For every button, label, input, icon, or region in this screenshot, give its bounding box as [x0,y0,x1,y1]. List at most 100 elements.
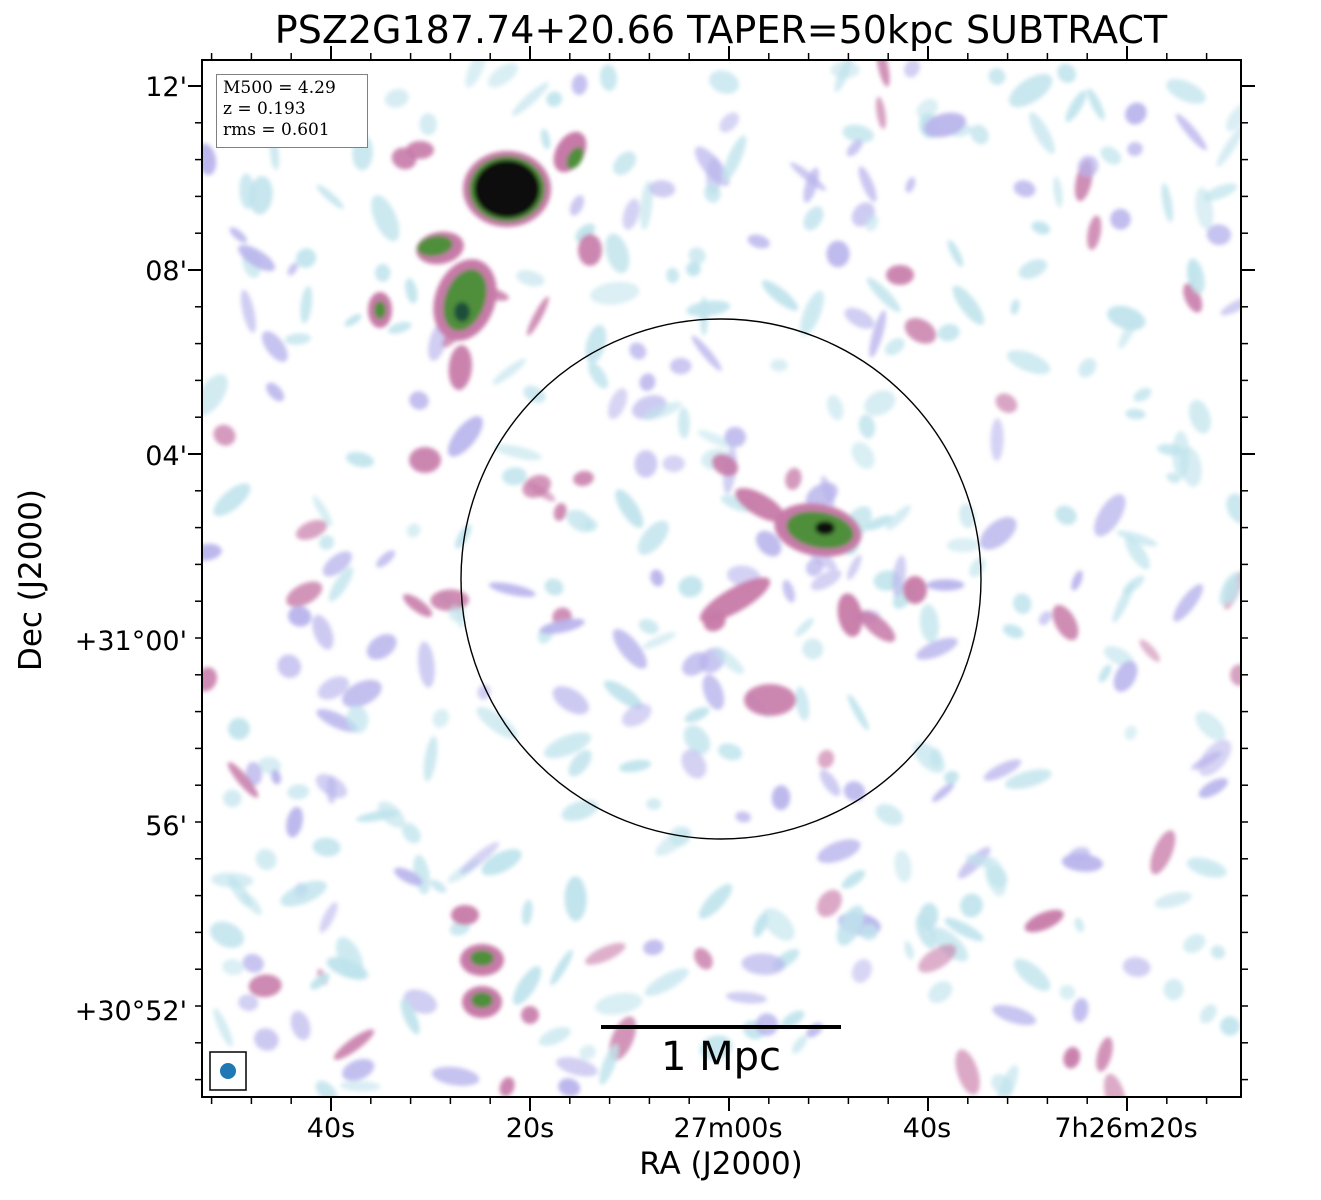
noise-blob [335,936,364,978]
noise-blob [851,958,872,983]
noise-blob [694,146,730,187]
noise-blob [544,578,564,596]
noise-blob [400,999,420,1035]
noise-blob [280,880,327,907]
noise-blob [1187,258,1205,294]
noise-blob [1094,494,1126,537]
noise-blob [430,879,447,893]
noise-blob [753,912,768,937]
noise-blob [523,385,546,403]
noise-blob [213,483,251,517]
noise-blob [770,359,788,372]
noise-blob [571,74,588,96]
noise-blob [869,310,887,358]
noise-blob [228,717,250,740]
noise-blob [747,234,770,249]
noise-blob [669,357,692,375]
y-tick-label: 04' [145,441,187,472]
noise-blob [595,992,643,1015]
noise-blob [502,467,527,486]
noise-blob [319,902,338,933]
noise-blob [1096,1037,1113,1072]
noise-blob [342,679,382,708]
noise-blob [771,785,791,811]
noise-blob [884,338,905,356]
noise-blob [492,358,527,385]
noise-blob [725,991,768,1004]
noise-blob [550,949,573,986]
noise-blob [538,1026,571,1046]
noise-blob [937,323,960,342]
noise-blob [932,782,955,802]
noise-blob [826,394,844,421]
noise-blob [553,503,567,521]
noise-blob [1198,778,1228,798]
noise-blob [375,263,391,282]
noise-blob [271,769,282,785]
noise-blob [333,1029,375,1060]
noise-blob [984,856,1007,897]
noise-blob [1166,79,1206,104]
noise-blob [527,482,556,502]
noise-blob [1024,909,1064,933]
noise-blob [481,849,522,876]
noise-blob [295,519,328,540]
noise-blob [923,112,967,138]
info-redshift: z = 0.193 [223,99,306,119]
noise-blob [802,638,824,660]
noise-blob [344,313,362,327]
noise-blob [255,848,277,871]
noise-blob [222,959,244,976]
emission-patch [837,593,863,637]
noise-blob [634,450,658,478]
noise-blob [1031,221,1051,235]
noise-blob [202,667,217,692]
noise-blob [1230,664,1241,686]
noise-blob [803,167,819,203]
y-tick-label: +30°52' [75,996,187,1027]
noise-blob [694,947,713,970]
noise-blob [568,749,592,777]
noise-blob [918,944,957,973]
noise-blob [603,680,643,709]
noise-blob [317,676,350,700]
noise-blob [1104,646,1134,667]
noise-blob [960,893,983,918]
noise-blob [430,589,469,612]
noise-blob [588,362,609,389]
noise-blob [1206,224,1232,246]
noise-blob [1172,431,1190,479]
noise-blob [229,227,248,243]
noise-blob [585,942,626,965]
chart-title: PSZ2G187.74+20.66 TAPER=50kpc SUBTRACT [274,8,1168,52]
emission-patch [406,141,434,159]
noise-blob [476,707,518,739]
noise-blob [599,64,618,91]
x-tick-label: 40s [307,1113,355,1144]
noise-blob [300,286,313,324]
noise-blob [866,277,901,313]
noise-blob [448,605,464,622]
noise-blob [556,1057,598,1077]
x-tick-label: 20s [506,1113,554,1144]
noise-blob [761,280,799,311]
noise-blob [650,569,664,587]
noise-blob [1053,176,1063,208]
noise-blob [952,285,985,325]
noise-blob [858,166,877,202]
emission-patch [409,447,441,473]
noise-blob [1063,1046,1081,1069]
noise-blob [1154,891,1192,909]
noise-blob [287,784,310,800]
noise-blob [1087,215,1102,250]
noise-blob [638,618,659,635]
noise-blob [905,177,916,193]
noise-blob [409,391,429,410]
noise-blob [539,618,585,635]
noise-blob [830,61,860,79]
noise-blob [345,451,375,468]
noise-blob [649,180,676,198]
noise-blob [613,151,637,176]
noise-blob [540,128,551,150]
noise-blob [477,684,491,700]
